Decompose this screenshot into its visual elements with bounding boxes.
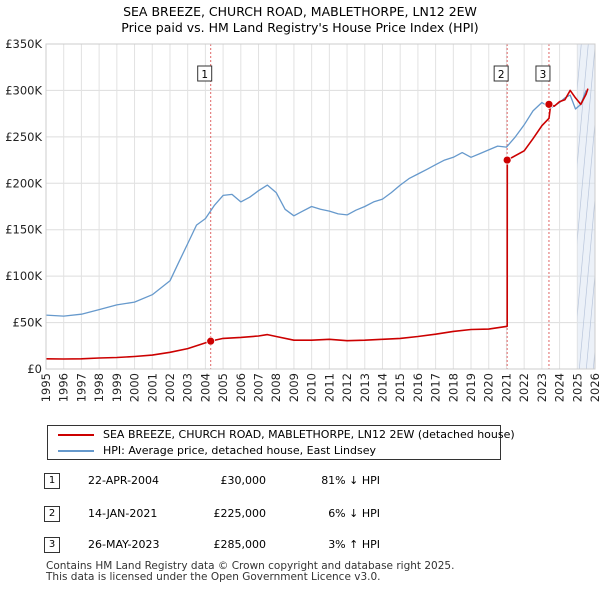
y-axis-ticks: £0 £50K £100K £150K £200K £250K £300K £350K	[5, 37, 42, 376]
sale-row: 3 26-MAY-2023 £285,000 3% ↑ HPI	[40, 534, 540, 556]
forecast-region	[577, 44, 595, 369]
y-tick-label: £100K	[5, 269, 42, 283]
chart-title-line-2: Price paid vs. HM Land Registry's House …	[121, 20, 479, 35]
footer-notice: Contains HM Land Registry data © Crown c…	[46, 561, 454, 583]
sale-marker-frame	[493, 65, 509, 82]
series-line-hpi	[45, 90, 587, 317]
sale-price: £225,000	[213, 507, 267, 520]
sale-price: £30,000	[220, 474, 267, 487]
price-chart: 1 2 3 £0 £50K £100K £150K £200K £250K £300K £350K…	[5, 37, 600, 402]
sale-hpi-change: 3% ↑ HPI	[328, 538, 380, 551]
x-tick-label: 1995	[39, 373, 53, 402]
sale-hpi-change: 81% ↓ HPI	[321, 474, 380, 487]
sale-point	[502, 155, 512, 165]
sale-number-badge: 3	[44, 537, 60, 553]
sale-row: 1 22-APR-2004 £30,000 81% ↓ HPI	[40, 470, 540, 492]
x-tick-label: 2023	[535, 373, 549, 402]
y-tick-label: £0	[27, 362, 42, 376]
sale-price: £285,000	[213, 538, 267, 551]
forecast-hatch	[577, 119, 596, 319]
x-tick-label: 2015	[393, 373, 407, 402]
sale-marker-label: 3	[540, 69, 547, 81]
sale-marker-box: 1	[197, 65, 213, 82]
sale-number-badge: 1	[44, 473, 60, 489]
legend-label-hpi: HPI: Average price, detached house, East…	[103, 444, 377, 457]
y-tick-label: £200K	[5, 176, 42, 190]
sale-marker-label: 2	[498, 69, 505, 81]
series-line-property	[45, 88, 589, 360]
x-tick-label: 2014	[375, 373, 389, 402]
sale-marker-lines	[210, 44, 550, 369]
sale-marker-frame	[535, 65, 551, 82]
x-tick-label: 2005	[216, 373, 230, 402]
x-tick-label: 2001	[145, 373, 159, 402]
y-tick-label: £250K	[5, 130, 42, 144]
x-tick-label: 2012	[340, 373, 354, 402]
grid-lines	[45, 43, 596, 370]
x-tick-label: 2021	[499, 373, 513, 402]
x-tick-label: 2007	[252, 373, 266, 402]
footer-licence: This data is licensed under the Open Gov…	[46, 571, 381, 583]
x-tick-label: 2022	[517, 373, 531, 402]
sale-row: 2 14-JAN-2021 £225,000 6% ↓ HPI	[40, 503, 540, 525]
forecast-hatch	[578, 195, 596, 369]
y-tick-label: £300K	[5, 83, 42, 97]
x-tick-label: 2008	[269, 373, 283, 402]
x-tick-label: 1998	[92, 373, 106, 402]
x-tick-label: 2013	[358, 373, 372, 402]
sale-date: 22-APR-2004	[88, 474, 160, 487]
sale-point	[544, 99, 554, 109]
y-tick-label: £50K	[13, 316, 43, 330]
legend-label-property: SEA BREEZE, CHURCH ROAD, MABLETHORPE, LN…	[103, 428, 515, 441]
forecast-hatch	[585, 270, 596, 369]
x-tick-label: 2018	[446, 373, 460, 402]
plot-frame	[45, 43, 596, 370]
x-axis-ticks: 1995 1996 1997 1998 1999 2000 2001 2002 2003 2004…	[39, 373, 600, 402]
forecast-hatch	[577, 44, 596, 243]
chart-title: SEA BREEZE, CHURCH ROAD, MABLETHORPE, LN…	[0, 4, 600, 36]
x-tick-label: 2024	[553, 373, 567, 402]
sale-points	[206, 99, 554, 346]
sale-marker-frame	[197, 65, 213, 82]
x-tick-label: 2006	[234, 373, 248, 402]
sale-date: 26-MAY-2023	[88, 538, 160, 551]
x-tick-label: 2004	[198, 373, 212, 402]
x-tick-label: 1996	[57, 373, 71, 402]
sale-marker-box: 2	[493, 65, 509, 82]
sale-point	[206, 336, 216, 346]
x-tick-label: 2016	[411, 373, 425, 402]
sale-marker-labels: 1 2 3	[197, 65, 551, 82]
x-tick-label: 2017	[429, 373, 443, 402]
x-tick-label: 2020	[482, 373, 496, 402]
chart-title-line-1: SEA BREEZE, CHURCH ROAD, MABLETHORPE, LN…	[123, 4, 477, 19]
legend-line-hpi	[58, 450, 94, 452]
x-tick-label: 1997	[74, 373, 88, 402]
x-tick-label: 2002	[163, 373, 177, 402]
sale-marker-box: 3	[535, 65, 551, 82]
sale-hpi-change: 6% ↓ HPI	[328, 507, 380, 520]
y-tick-label: £150K	[5, 223, 42, 237]
x-tick-label: 1999	[110, 373, 124, 402]
x-tick-label: 2026	[588, 373, 600, 402]
x-tick-label: 2000	[128, 373, 142, 402]
chart-legend: SEA BREEZE, CHURCH ROAD, MABLETHORPE, LN…	[47, 425, 515, 460]
x-tick-label: 2010	[305, 373, 319, 402]
x-tick-label: 2009	[287, 373, 301, 402]
x-tick-label: 2003	[181, 373, 195, 402]
x-tick-label: 2019	[464, 373, 478, 402]
sale-marker-label: 1	[201, 69, 208, 81]
series-lines	[45, 88, 589, 360]
x-tick-label: 2011	[322, 373, 336, 402]
y-tick-label: £350K	[5, 37, 42, 51]
sale-date: 14-JAN-2021	[88, 507, 158, 520]
sale-number-badge: 2	[44, 506, 60, 522]
footer-copyright: Contains HM Land Registry data © Crown c…	[46, 560, 455, 572]
x-tick-label: 2025	[570, 373, 584, 402]
legend-line-property	[58, 434, 94, 436]
